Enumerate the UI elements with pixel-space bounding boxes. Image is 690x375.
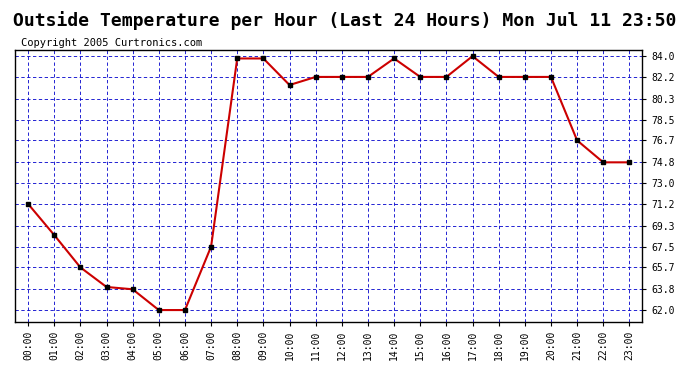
Text: Outside Temperature per Hour (Last 24 Hours) Mon Jul 11 23:50: Outside Temperature per Hour (Last 24 Ho… (13, 11, 677, 30)
Text: Copyright 2005 Curtronics.com: Copyright 2005 Curtronics.com (21, 38, 203, 48)
